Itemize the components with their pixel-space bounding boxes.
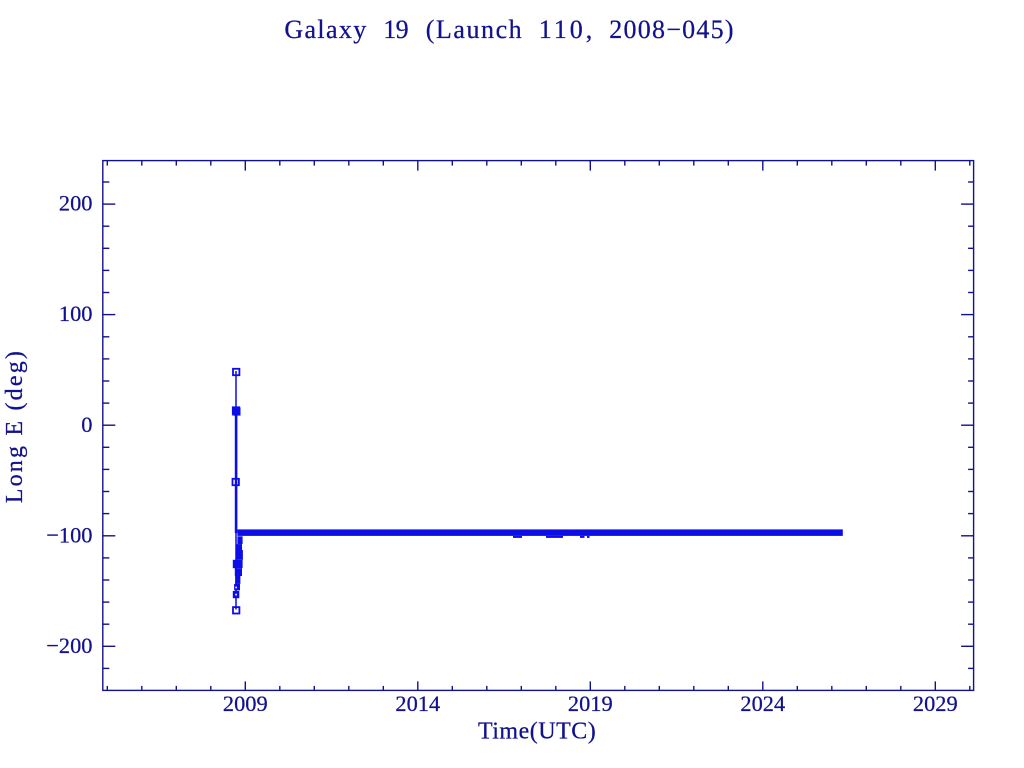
- svg-text:−100: −100: [46, 522, 92, 547]
- svg-text:19: 19: [383, 15, 408, 44]
- svg-text:110,: 110,: [539, 15, 596, 44]
- svg-text:Time(UTC): Time(UTC): [478, 719, 596, 745]
- svg-text:2024: 2024: [740, 691, 785, 716]
- svg-text:2009: 2009: [223, 691, 268, 716]
- svg-text:2019: 2019: [568, 691, 613, 716]
- svg-text:(Launch: (Launch: [426, 15, 524, 44]
- svg-text:0: 0: [81, 412, 92, 437]
- svg-text:100: 100: [59, 301, 93, 326]
- svg-text:2014: 2014: [395, 691, 440, 716]
- svg-text:2029: 2029: [913, 691, 958, 716]
- svg-text:Long E (deg): Long E (deg): [2, 349, 28, 503]
- svg-text:−200: −200: [46, 633, 92, 658]
- svg-text:2008−045): 2008−045): [609, 15, 734, 44]
- svg-text:200: 200: [59, 191, 93, 216]
- svg-text:Galaxy: Galaxy: [284, 15, 367, 44]
